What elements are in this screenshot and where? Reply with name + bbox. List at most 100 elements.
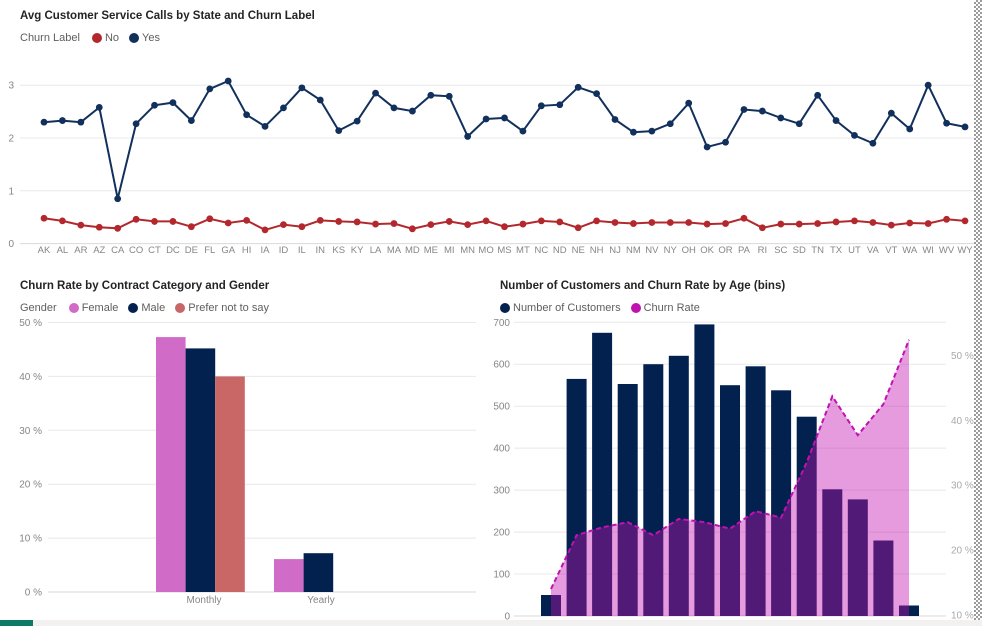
svg-text:500: 500 (493, 402, 510, 413)
svg-text:ND: ND (553, 245, 567, 256)
bar-yearly-0 (274, 559, 304, 592)
legend-item-label: No (104, 32, 119, 44)
legend-item-label: Number of Customers (513, 302, 621, 314)
svg-text:OH: OH (682, 245, 696, 256)
svg-text:MI: MI (444, 245, 455, 256)
svg-text:0 %: 0 % (25, 588, 42, 599)
legend: Number of Customers Churn Rate (500, 302, 706, 314)
legend-item-male[interactable]: Male (128, 302, 165, 314)
bar-monthly-1 (185, 348, 216, 592)
svg-text:ME: ME (424, 245, 438, 256)
svg-text:WI: WI (922, 245, 934, 256)
svg-text:300: 300 (493, 486, 510, 497)
svg-text:KY: KY (351, 245, 364, 256)
x-axis-labels: AK AL AR AZ CA CO CT DC DE FL GA HI IA ID IL IN KS KY LA MA… (38, 245, 974, 256)
chart-title: Number of Customers and Churn Rate by Ag… (500, 280, 786, 292)
svg-text:10 %: 10 % (19, 534, 42, 545)
svg-text:IA: IA (261, 245, 271, 256)
svg-text:TX: TX (830, 245, 843, 256)
svg-text:10 %: 10 % (951, 611, 974, 621)
series-yes (40, 77, 969, 203)
svg-text:MN: MN (460, 245, 475, 256)
svg-text:AZ: AZ (93, 245, 105, 256)
svg-text:LA: LA (370, 245, 382, 256)
combo-chart-plot[interactable]: 0 100 200 300 400 500 600 700 10 % 20 % 30 % 40 % 50… (480, 270, 982, 620)
svg-text:RI: RI (758, 245, 768, 256)
legend-title: Gender (20, 302, 57, 314)
legend-dot-icon (91, 33, 102, 43)
svg-text:0: 0 (504, 612, 510, 621)
svg-text:MD: MD (405, 245, 420, 256)
gridlines: 0 1 2 3 (8, 81, 976, 250)
svg-text:NJ: NJ (609, 245, 621, 256)
legend-item-no[interactable]: No (91, 32, 119, 44)
legend-dot-icon (630, 303, 641, 313)
svg-text:PA: PA (738, 245, 751, 256)
svg-text:3: 3 (8, 81, 14, 92)
svg-text:Monthly: Monthly (186, 595, 221, 606)
legend-item-label: Female (81, 302, 119, 314)
svg-text:700: 700 (493, 318, 510, 329)
chart-title: Avg Customer Service Calls by State and … (20, 10, 315, 22)
x-axis-label: Monthly (186, 595, 221, 606)
svg-text:NV: NV (645, 245, 659, 256)
gridlines: 0 % 10 % 20 % 30 % 40 % 50 % (19, 318, 476, 599)
svg-text:CO: CO (129, 245, 143, 256)
legend-item-label: Male (141, 302, 166, 314)
svg-text:IN: IN (316, 245, 326, 256)
svg-text:30 %: 30 % (951, 481, 974, 492)
legend-item-female[interactable]: Female (68, 302, 119, 314)
svg-text:100: 100 (493, 570, 510, 581)
svg-text:DE: DE (185, 245, 198, 256)
svg-text:2: 2 (8, 134, 14, 145)
legend-item-churn-rate[interactable]: Churn Rate (630, 302, 700, 314)
svg-text:1: 1 (8, 186, 14, 197)
legend-item-label: Prefer not to say (188, 302, 269, 314)
legend-item-label: Churn Rate (643, 302, 700, 314)
svg-text:NY: NY (664, 245, 678, 256)
svg-text:20 %: 20 % (19, 480, 42, 491)
visual-churn-by-contract[interactable]: Churn Rate by Contract Category and Gend… (0, 270, 480, 620)
line-chart-plot[interactable]: 0 1 2 3 AK AL AR AZ CA CO CT DC DE FL GA HI IA ID IL IN KS KY… (0, 0, 982, 266)
svg-text:AL: AL (57, 245, 69, 256)
svg-text:50 %: 50 % (19, 318, 42, 329)
legend-item-number-of-customers[interactable]: Number of Customers (500, 302, 621, 314)
svg-text:TN: TN (811, 245, 824, 256)
legend-item-label: Yes (142, 32, 160, 44)
legend-item-yes[interactable]: Yes (129, 32, 160, 44)
svg-text:MS: MS (497, 245, 511, 256)
legend-dot-icon (500, 303, 510, 313)
svg-text:WA: WA (902, 245, 918, 256)
bar-chart-plot[interactable]: 0 % 10 % 20 % 30 % 40 % 50 % Monthly Yearly (0, 270, 480, 620)
svg-text:VT: VT (885, 245, 897, 256)
svg-text:AR: AR (74, 245, 87, 256)
svg-text:40 %: 40 % (951, 416, 974, 427)
svg-text:ID: ID (279, 245, 289, 256)
svg-text:200: 200 (493, 528, 510, 539)
svg-text:MO: MO (478, 245, 493, 256)
svg-text:40 %: 40 % (19, 372, 42, 383)
svg-text:NC: NC (534, 245, 548, 256)
svg-text:0: 0 (8, 239, 14, 250)
svg-text:OR: OR (718, 245, 732, 256)
legend: Gender Female Male Prefer not to say (20, 302, 275, 314)
series-churn-rate (550, 339, 910, 616)
legend-item-prefer-not-to-say[interactable]: Prefer not to say (175, 302, 269, 314)
series-number-of-customers (541, 324, 919, 616)
visual-calls-by-state[interactable]: Avg Customer Service Calls by State and … (0, 0, 982, 266)
svg-text:VA: VA (867, 245, 880, 256)
svg-text:MT: MT (516, 245, 530, 256)
svg-text:KS: KS (332, 245, 345, 256)
svg-text:WV: WV (939, 245, 955, 256)
svg-text:CA: CA (111, 245, 125, 256)
svg-text:NE: NE (572, 245, 585, 256)
visual-customers-churn-by-age[interactable]: Number of Customers and Churn Rate by Ag… (480, 270, 982, 620)
series-no (40, 214, 969, 234)
svg-text:50 %: 50 % (951, 351, 974, 362)
legend-dot-icon (68, 303, 79, 313)
svg-text:Yearly: Yearly (307, 595, 334, 606)
active-page-tab-indicator[interactable] (0, 620, 33, 626)
svg-text:SC: SC (774, 245, 787, 256)
bar-monthly-2 (215, 376, 245, 592)
